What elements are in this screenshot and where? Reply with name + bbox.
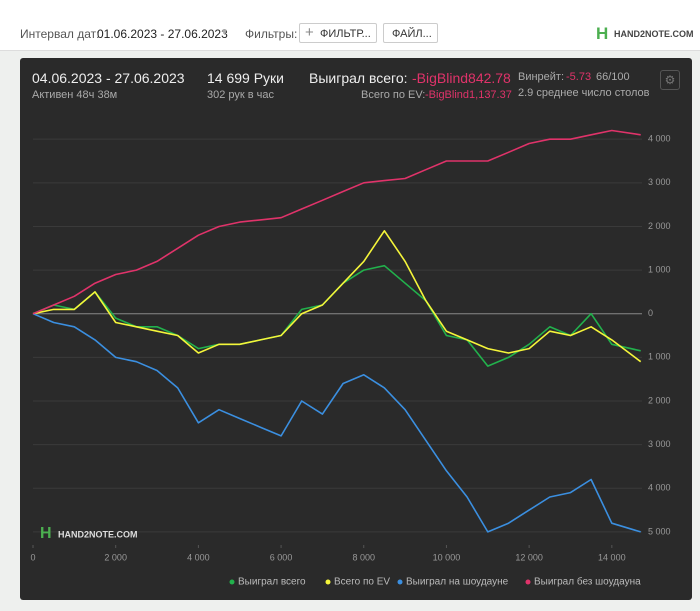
series-line	[32, 129, 641, 315]
dropdown-arrow[interactable]: ▼	[220, 27, 229, 37]
y-tick-label: 0	[648, 308, 653, 318]
y-tick-label: 4 000	[648, 134, 671, 144]
ev-value: -BigBlind1,137.37	[425, 89, 512, 101]
logo: HAND2NOTE.COM	[614, 29, 694, 39]
tables: 2.9 среднее число столов	[518, 87, 650, 99]
y-tick-label: 1 000	[648, 352, 671, 362]
x-tick-label: 2 000	[104, 552, 127, 562]
series-line	[32, 264, 641, 367]
x-tick-label: 0	[30, 552, 35, 562]
period: 04.06.2023 - 27.06.2023	[32, 70, 185, 86]
active-time: Активен 48ч 38м	[32, 89, 118, 101]
x-tick-label: 6 000	[270, 552, 293, 562]
watermark: HAND2NOTE.COM	[58, 529, 138, 539]
y-tick-label: 1 000	[648, 264, 671, 274]
settings-button[interactable]: ⚙	[660, 70, 680, 90]
x-tick-label: 8 000	[352, 552, 375, 562]
y-tick-label: 3 000	[648, 439, 671, 449]
series-line	[32, 230, 642, 363]
hands: 14 699 Руки	[207, 70, 284, 86]
series-line	[32, 312, 641, 533]
legend-label: Выиграл всего	[238, 577, 306, 588]
ev-label: Всего по EV:	[361, 89, 426, 101]
x-tick-label: 12 000	[515, 552, 543, 562]
x-tick-label: 10 000	[433, 552, 461, 562]
x-tick-label: 14 000	[598, 552, 626, 562]
legend-marker	[397, 579, 403, 585]
date-range[interactable]: 01.06.2023 - 27.06.2023	[97, 27, 228, 41]
legend-marker	[229, 579, 235, 585]
filters-label: Фильтры:	[245, 27, 298, 41]
filter-button[interactable]: ФИЛЬТР...	[299, 23, 377, 43]
logo-icon: H	[596, 24, 609, 43]
y-tick-label: 2 000	[648, 221, 671, 231]
winrate-label: Винрейт:	[518, 71, 565, 83]
winrate-unit: 66/100	[596, 71, 630, 83]
hands-per-hour: 302 рук в час	[207, 89, 275, 101]
legend-label: Выиграл без шоудауна	[534, 576, 641, 588]
won-value: -BigBlind842.78	[412, 70, 511, 86]
y-tick-label: 2 000	[648, 395, 671, 405]
legend-label: Всего по EV	[334, 577, 390, 588]
y-tick-label: 4 000	[648, 483, 671, 493]
y-tick-label: 3 000	[648, 177, 671, 187]
x-tick-label: 4 000	[187, 552, 210, 562]
toolbar: Интервал дат: 01.06.2023 - 27.06.2023 ▼ …	[0, 0, 700, 51]
legend-marker	[525, 579, 531, 585]
y-tick-label: 5 000	[648, 526, 671, 536]
legend-marker	[325, 579, 331, 585]
plus-icon: +	[305, 24, 314, 41]
legend-label: Выиграл на шоудауне	[406, 577, 509, 588]
watermark-icon: H	[40, 525, 52, 542]
won-label: Выиграл всего:	[309, 70, 408, 86]
winrate-value: -5.73	[566, 71, 592, 83]
chart-panel: 04.06.2023 - 27.06.2023 Активен 48ч 38м …	[20, 58, 692, 600]
date-label: Интервал дат:	[20, 27, 100, 41]
file-button[interactable]: ФАЙЛ...	[383, 23, 438, 43]
